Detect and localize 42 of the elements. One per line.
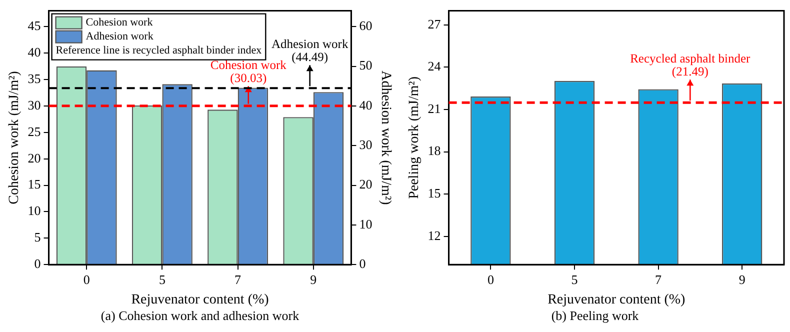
- legend-label: Adhesion work: [86, 30, 154, 43]
- y-tick-label: 12: [428, 228, 441, 243]
- y-tick-label: 45: [28, 18, 41, 34]
- y-tick-label: 5: [34, 230, 41, 245]
- x-tick-label: 0: [487, 272, 494, 287]
- x-axis-title: Rejuvenator content (%): [131, 292, 270, 308]
- y-tick-label: 40: [28, 44, 41, 60]
- y2-tick-label: 20: [359, 176, 372, 192]
- y2-tick-label: 30: [359, 137, 372, 152]
- x-tick-label: 0: [83, 272, 90, 287]
- legend-label: Cohesion work: [86, 16, 154, 29]
- x-tick-label: 7: [655, 272, 662, 287]
- y-tick-label: 15: [28, 176, 41, 192]
- y2-tick-label: 50: [359, 58, 372, 73]
- y2-tick-label: 0: [359, 256, 366, 272]
- text: (b) Peeling work: [550, 308, 640, 324]
- y-tick-label: 35: [28, 70, 41, 86]
- x-axis-title: Rejuvenator content (%): [548, 292, 686, 308]
- y2-tick-label: 40: [359, 97, 372, 112]
- y-tick-label: 20: [28, 150, 41, 166]
- y-tick-label: 15: [428, 186, 441, 201]
- annotation: Reference line is recycled asphalt binder index: [56, 44, 262, 57]
- y-tick-label: 0: [34, 256, 41, 272]
- y-tick-label: 27: [428, 16, 442, 32]
- y2-axis-title: Adhesion work (mJ/m²): [378, 70, 393, 206]
- y2-tick-label: 10: [359, 216, 372, 232]
- y-tick-label: 25: [28, 124, 41, 139]
- x-tick-label: 5: [158, 272, 166, 287]
- x-tick-label: 5: [571, 272, 578, 287]
- y-tick-label: 18: [428, 143, 441, 158]
- y-tick-label: 30: [28, 97, 41, 112]
- y-tick-label: 21: [428, 100, 441, 116]
- y2-tick-label: 60: [359, 18, 372, 34]
- x-tick-label: 9: [310, 272, 317, 287]
- text: (a) Cohesion work and adhesion work: [100, 308, 300, 324]
- y-tick-label: 10: [28, 203, 41, 218]
- x-tick-label: 7: [234, 272, 242, 287]
- y-axis-title: Peeling work (mJ/m²): [407, 76, 422, 199]
- y-axis-title: Cohesion work (mJ/m²): [7, 70, 22, 204]
- x-tick-label: 9: [738, 272, 746, 287]
- ref-line-label: Recycled asphalt binder (21.49): [630, 52, 752, 79]
- y-tick-label: 24: [428, 58, 442, 74]
